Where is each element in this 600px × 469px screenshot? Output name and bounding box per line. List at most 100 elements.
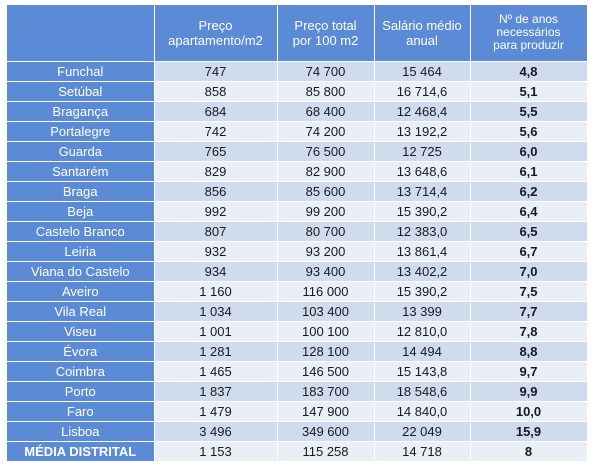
- header-years: Nº de anos necessários para produzir: [470, 5, 588, 62]
- table-row: Funchal 747 74 700 15 464 4,8: [7, 61, 588, 82]
- price-m2-cell: 858: [154, 81, 278, 102]
- header-row: Preço apartamento/m2 Preço total por 100 m…: [7, 5, 588, 62]
- salary-cell: 12 468,4: [374, 101, 471, 122]
- salary-cell: 13 399: [374, 301, 471, 322]
- header-price-m2: Preço apartamento/m2: [154, 5, 278, 62]
- header-line: Preço: [198, 17, 233, 33]
- price-m2-cell: 765: [154, 141, 278, 162]
- salary-cell: 16 714,6: [374, 81, 471, 102]
- years-cell: 7,0: [470, 261, 588, 282]
- city-cell: Bragança: [7, 101, 155, 122]
- average-row: MÉDIA DISTRITAL 1 153 115 258 14 718 8: [7, 441, 588, 462]
- years-cell: 7,5: [470, 281, 588, 302]
- total-price-cell: 99 200: [277, 201, 375, 222]
- years-cell: 8: [470, 441, 588, 462]
- total-price-cell: 103 400: [277, 301, 375, 322]
- salary-cell: 15 390,2: [374, 201, 471, 222]
- total-price-cell: 93 200: [277, 241, 375, 262]
- total-price-cell: 74 200: [277, 121, 375, 142]
- city-cell: Vila Real: [7, 301, 155, 322]
- years-cell: 6,0: [470, 141, 588, 162]
- total-price-cell: 82 900: [277, 161, 375, 182]
- table-row: Leiria 932 93 200 13 861,4 6,7: [7, 241, 588, 262]
- years-cell: 5,1: [470, 81, 588, 102]
- total-price-cell: 349 600: [277, 421, 375, 442]
- price-m2-cell: 932: [154, 241, 278, 262]
- total-price-cell: 183 700: [277, 381, 375, 402]
- header-salary: Salário médio anual: [374, 5, 471, 62]
- price-m2-cell: 829: [154, 161, 278, 182]
- header-line: para produzir: [493, 38, 564, 53]
- price-m2-cell: 1 153: [154, 441, 278, 462]
- header-line: por 100 m2: [292, 32, 359, 48]
- years-cell: 6,1: [470, 161, 588, 182]
- salary-cell: 22 049: [374, 421, 471, 442]
- table-row: Santarém 829 82 900 13 648,6 6,1: [7, 161, 588, 182]
- salary-cell: 13 861,4: [374, 241, 471, 262]
- total-price-cell: 93 400: [277, 261, 375, 282]
- salary-cell: 13 402,2: [374, 261, 471, 282]
- city-cell: Viseu: [7, 321, 155, 342]
- table-row: Lisboa 3 496 349 600 22 049 15,9: [7, 421, 588, 442]
- city-cell: Aveiro: [7, 281, 155, 302]
- salary-cell: 13 714,4: [374, 181, 471, 202]
- salary-cell: 12 810,0: [374, 321, 471, 342]
- city-cell: Setúbal: [7, 81, 155, 102]
- salary-cell: 12 383,0: [374, 221, 471, 242]
- price-m2-cell: 807: [154, 221, 278, 242]
- table-row: Vila Real 1 034 103 400 13 399 7,7: [7, 301, 588, 322]
- years-cell: 7,7: [470, 301, 588, 322]
- years-cell: 5,6: [470, 121, 588, 142]
- price-m2-cell: 747: [154, 61, 278, 82]
- total-price-cell: 128 100: [277, 341, 375, 362]
- years-cell: 6,4: [470, 201, 588, 222]
- header-city: [7, 5, 155, 62]
- table-row: Portalegre 742 74 200 13 192,2 5,6: [7, 121, 588, 142]
- city-cell: Lisboa: [7, 421, 155, 442]
- table-row: Faro 1 479 147 900 14 840,0 10,0: [7, 401, 588, 422]
- salary-cell: 13 648,6: [374, 161, 471, 182]
- table-row: Beja 992 99 200 15 390,2 6,4: [7, 201, 588, 222]
- price-m2-cell: 1 160: [154, 281, 278, 302]
- header-line: necessários: [496, 25, 561, 40]
- table-body: Funchal 747 74 700 15 464 4,8 Setúbal 858 85 80…: [7, 61, 588, 462]
- total-price-cell: 80 700: [277, 221, 375, 242]
- years-cell: 9,7: [470, 361, 588, 382]
- total-price-cell: 85 800: [277, 81, 375, 102]
- header-line: Nº de anos: [498, 12, 559, 27]
- price-m2-cell: 1 001: [154, 321, 278, 342]
- city-cell: MÉDIA DISTRITAL: [7, 441, 155, 462]
- city-cell: Castelo Branco: [7, 221, 155, 242]
- years-cell: 5,5: [470, 101, 588, 122]
- years-cell: 8,8: [470, 341, 588, 362]
- city-cell: Beja: [7, 201, 155, 222]
- salary-cell: 15 143,8: [374, 361, 471, 382]
- table-row: Aveiro 1 160 116 000 15 390,2 7,5: [7, 281, 588, 302]
- table-row: Braga 856 85 600 13 714,4 6,2: [7, 181, 588, 202]
- price-m2-cell: 1 465: [154, 361, 278, 382]
- years-cell: 7,8: [470, 321, 588, 342]
- years-cell: 9,9: [470, 381, 588, 402]
- salary-cell: 18 548,6: [374, 381, 471, 402]
- total-price-cell: 100 100: [277, 321, 375, 342]
- salary-cell: 13 192,2: [374, 121, 471, 142]
- years-cell: 15,9: [470, 421, 588, 442]
- city-cell: Coimbra: [7, 361, 155, 382]
- price-m2-cell: 3 496: [154, 421, 278, 442]
- city-cell: Guarda: [7, 141, 155, 162]
- header-line: anual: [406, 32, 438, 48]
- price-m2-cell: 934: [154, 261, 278, 282]
- price-m2-cell: 1 837: [154, 381, 278, 402]
- years-cell: 4,8: [470, 61, 588, 82]
- salary-cell: 14 494: [374, 341, 471, 362]
- city-cell: Porto: [7, 381, 155, 402]
- salary-cell: 15 390,2: [374, 281, 471, 302]
- salary-cell: 14 840,0: [374, 401, 471, 422]
- header-line: Salário médio: [382, 17, 462, 33]
- table-row: Castelo Branco 807 80 700 12 383,0 6,5: [7, 221, 588, 242]
- city-cell: Viana do Castelo: [7, 261, 155, 282]
- years-cell: 6,5: [470, 221, 588, 242]
- salary-cell: 15 464: [374, 61, 471, 82]
- city-cell: Évora: [7, 341, 155, 362]
- total-price-cell: 147 900: [277, 401, 375, 422]
